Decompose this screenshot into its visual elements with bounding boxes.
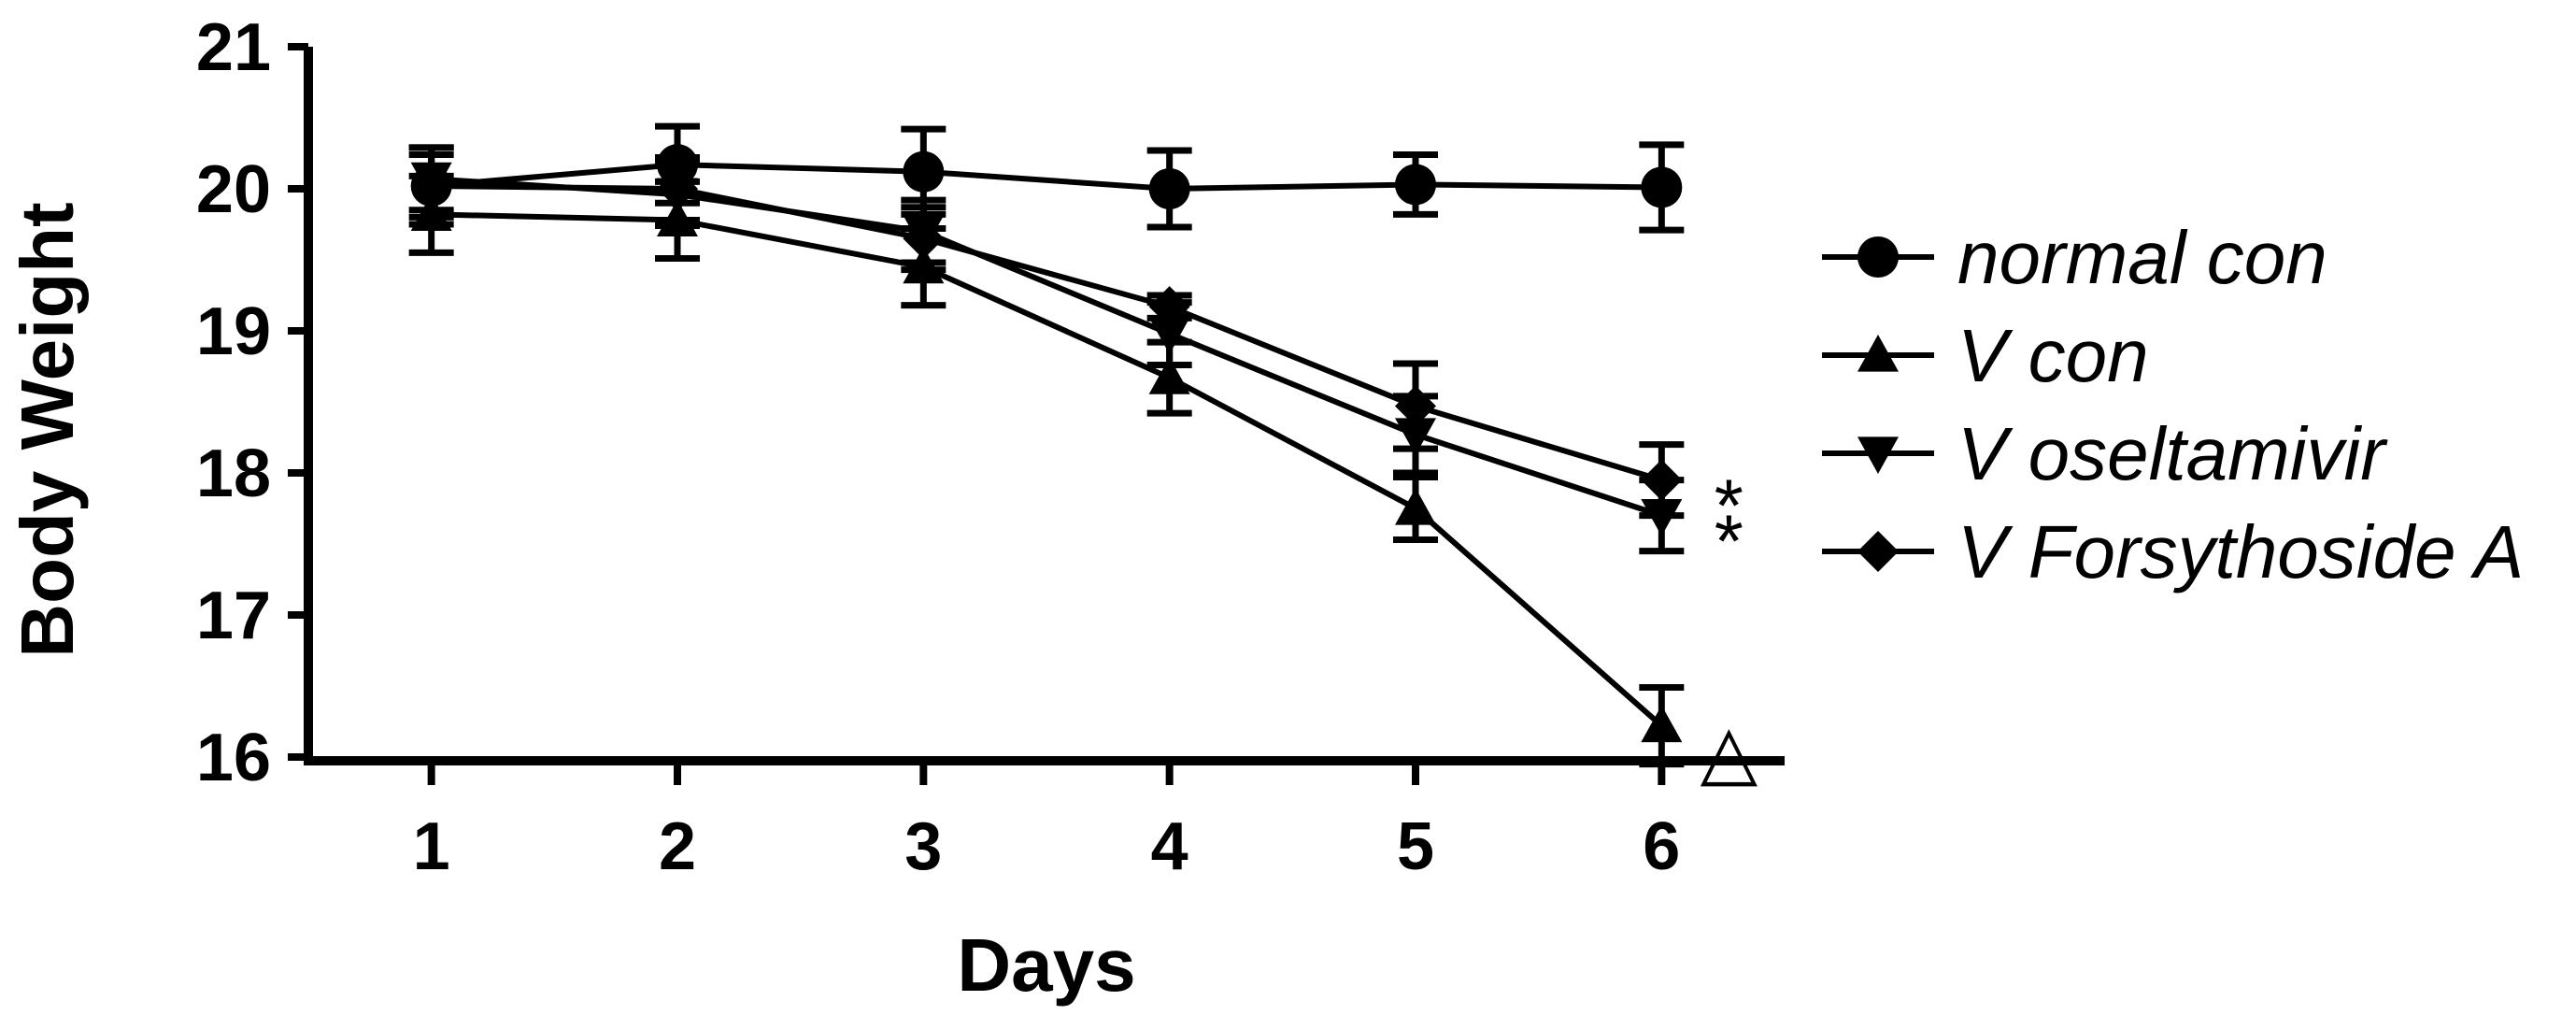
data-point [1641, 459, 1683, 501]
x-tick-label: 5 [1397, 809, 1434, 884]
series-v-oseltamivir [408, 144, 1685, 555]
y-tick-label: 18 [196, 436, 271, 511]
legend-marker [1857, 335, 1899, 372]
annotation-mark: * [1715, 465, 1743, 548]
data-point [1641, 166, 1683, 208]
y-tick-label: 19 [196, 294, 271, 369]
legend-item-normal-con: normal con [1822, 216, 2327, 299]
legend-marker [1857, 236, 1899, 278]
data-point [1641, 705, 1683, 743]
legend-marker [1857, 436, 1899, 474]
data-point [903, 150, 945, 193]
data-point [657, 168, 698, 209]
x-tick-label: 6 [1643, 809, 1680, 884]
x-tick-label: 4 [1151, 809, 1188, 884]
annotation-mark: △ [1701, 710, 1758, 793]
plot-area [408, 122, 1685, 768]
legend-label: V oseltamivir [1957, 412, 2388, 495]
x-tick-label: 1 [413, 809, 450, 884]
data-point [1148, 168, 1190, 209]
y-tick-labels: 16 17 18 19 20 21 [196, 10, 271, 795]
legend-label: V con [1957, 314, 2149, 397]
series-v-con [408, 172, 1685, 768]
y-tick-label: 20 [196, 152, 271, 227]
data-point [1148, 357, 1190, 394]
data-point [1395, 164, 1436, 206]
y-tick-label: 21 [196, 10, 271, 85]
x-axis-title: Days [957, 923, 1135, 1007]
series-v-forsythoside-a [408, 151, 1685, 520]
series-normal-con [408, 122, 1685, 234]
y-axis-title: Body Weight [6, 202, 89, 657]
legend-item-v-oseltamivir: V oseltamivir [1822, 412, 2388, 495]
series-line-v-con [431, 211, 1664, 728]
data-point [1395, 488, 1436, 525]
significance-annotations: ** △ [1701, 465, 1758, 793]
y-tick-label: 17 [196, 579, 271, 653]
legend: normal con V con V oseltamivir V Forsythosi… [1822, 216, 2524, 593]
legend-label: V Forsythoside A [1957, 510, 2524, 593]
data-point [1148, 317, 1190, 355]
legend-marker [1857, 531, 1899, 572]
legend-label: normal con [1957, 216, 2327, 299]
legend-item-v-forsythoside-a: V Forsythoside A [1822, 510, 2524, 593]
data-point [903, 218, 945, 260]
series-line-normal-con [431, 162, 1662, 193]
series-line-v-forsythoside-a [431, 182, 1663, 483]
legend-item-v-con: V con [1822, 314, 2149, 397]
x-tick-labels: 1 2 3 4 5 6 [413, 809, 1681, 884]
axes [288, 43, 1785, 785]
y-tick-label: 16 [196, 721, 271, 795]
series-line-v-oseltamivir [431, 176, 1663, 519]
data-point [410, 164, 452, 207]
x-tick-label: 2 [659, 809, 696, 884]
data-point [1395, 385, 1436, 427]
x-tick-label: 3 [904, 809, 942, 884]
annotation-mark: * [1715, 500, 1743, 583]
axis-lines [304, 47, 1785, 765]
data-point [1148, 286, 1190, 328]
